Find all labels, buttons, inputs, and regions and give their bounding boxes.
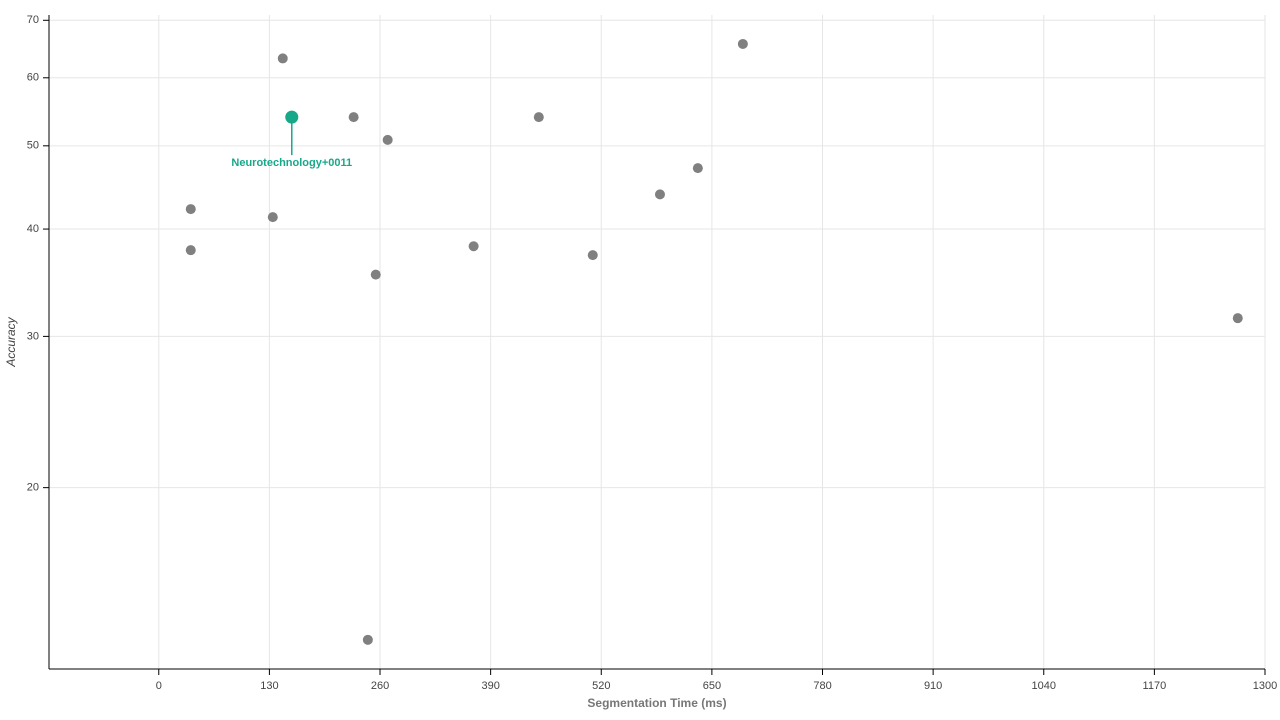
x-tick-label: 650 [703, 680, 721, 692]
y-tick-label: 40 [27, 223, 39, 235]
x-tick-label: 1040 [1032, 680, 1056, 692]
x-tick-label: 780 [813, 680, 831, 692]
point[interactable] [267, 212, 278, 223]
x-axis-label: Segmentation Time (ms) [587, 696, 726, 710]
x-tick-label: 910 [924, 680, 942, 692]
y-tick-label: 20 [27, 482, 39, 494]
point[interactable] [185, 204, 196, 215]
point[interactable] [285, 110, 299, 124]
x-tick-label: 260 [371, 680, 389, 692]
point[interactable] [370, 269, 381, 280]
y-tick-label: 30 [27, 330, 39, 342]
y-axis-label: Accuracy [4, 316, 18, 367]
point[interactable] [587, 250, 598, 261]
point[interactable] [654, 189, 665, 200]
x-tick-label: 1170 [1143, 680, 1167, 692]
point[interactable] [692, 163, 703, 174]
x-tick-label: 1300 [1253, 680, 1277, 692]
point[interactable] [1232, 313, 1243, 324]
point[interactable] [468, 241, 479, 252]
y-tick-label: 50 [27, 140, 39, 152]
point[interactable] [362, 634, 373, 645]
point[interactable] [382, 134, 393, 145]
point[interactable] [737, 38, 748, 49]
y-tick-label: 70 [27, 14, 39, 26]
x-tick-label: 520 [592, 680, 610, 692]
point[interactable] [277, 53, 288, 64]
point[interactable] [348, 112, 359, 123]
point[interactable] [533, 112, 544, 123]
x-tick-label: 390 [481, 680, 499, 692]
x-tick-label: 0 [156, 680, 162, 692]
x-tick-label: 130 [260, 680, 278, 692]
y-tick-label: 60 [27, 72, 39, 84]
point[interactable] [185, 245, 196, 256]
annotation-label: Neurotechnology+0011 [231, 157, 352, 169]
